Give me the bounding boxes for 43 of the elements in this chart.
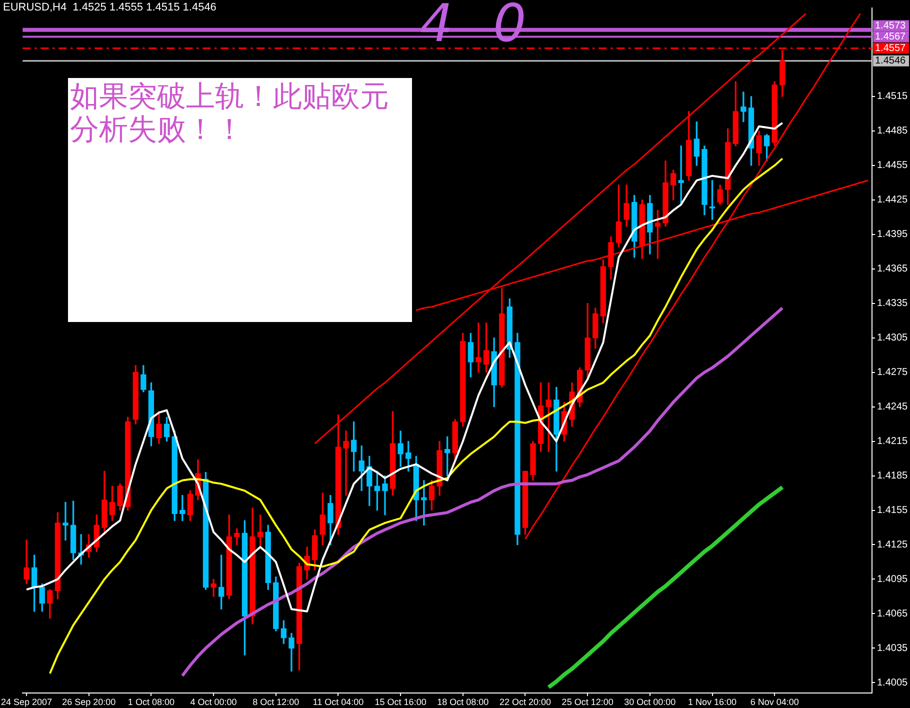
x-tick-label: 18 Oct 08:00	[437, 696, 489, 707]
chart-title: EURUSD,H4 1.4525 1.4555 1.4515 1.4546	[3, 2, 216, 14]
y-tick-label: 1.4515	[877, 91, 908, 102]
candlestick	[62, 502, 68, 540]
y-tick-label: 1.4215	[877, 436, 908, 448]
ref-line-label: 1.4546	[875, 56, 906, 67]
x-tick-label: 26 Sep 20:00	[62, 696, 116, 707]
x-tick-label: 24 Sep 2007	[1, 696, 52, 707]
y-tick-label: 1.4035	[877, 642, 908, 654]
y-tick-label: 1.4005	[877, 677, 908, 688]
y-tick-label: 1.4125	[877, 539, 908, 550]
y-tick-label: 1.4455	[877, 160, 908, 172]
y-tick-label: 1.4245	[877, 402, 908, 413]
annotation: 如果突破上轨！此贴欧元分析失败！！	[70, 79, 390, 146]
x-tick-label: 4 Oct 00:00	[190, 696, 237, 707]
y-tick-label: 1.4065	[877, 608, 908, 620]
y-tick-label: 1.4335	[877, 298, 908, 310]
x-tick-label: 6 Nov 04:00	[750, 696, 799, 707]
candlestick	[343, 430, 349, 496]
x-tick-label: 15 Oct 16:00	[374, 696, 426, 707]
x-tick-label: 22 Oct 20:00	[499, 696, 552, 707]
y-tick-label: 1.4305	[877, 332, 908, 344]
ref-line-label: 1.4567	[875, 31, 906, 42]
x-tick-label: 1 Oct 08:00	[128, 696, 174, 707]
ref-line-label: 1.4573	[875, 20, 906, 32]
candlestick	[476, 322, 482, 373]
y-tick-label: 1.4365	[877, 264, 908, 275]
y-tick-label: 1.4095	[877, 574, 908, 585]
candlestick	[210, 578, 216, 597]
y-tick-label: 1.4185	[877, 470, 908, 482]
x-tick-label: 25 Oct 12:00	[562, 696, 614, 707]
x-tick-label: 30 Oct 00:00	[624, 696, 676, 707]
y-tick-label: 1.4395	[877, 229, 908, 240]
y-tick-label: 1.4155	[877, 505, 908, 516]
candlestick	[740, 92, 746, 122]
text-box: 如果突破上轨！此贴欧元分析失败！！	[68, 78, 412, 322]
x-tick-label: 1 Nov 16:00	[688, 696, 737, 707]
y-tick-label: 1.4485	[877, 126, 908, 137]
x-tick-label: 8 Oct 12:00	[252, 696, 300, 707]
x-tick-label: 11 Oct 04:00	[312, 696, 364, 707]
y-tick-label: 1.4275	[877, 367, 908, 378]
y-tick-label: 1.4425	[877, 194, 908, 206]
ref-line-label: 1.4557	[875, 42, 906, 54]
